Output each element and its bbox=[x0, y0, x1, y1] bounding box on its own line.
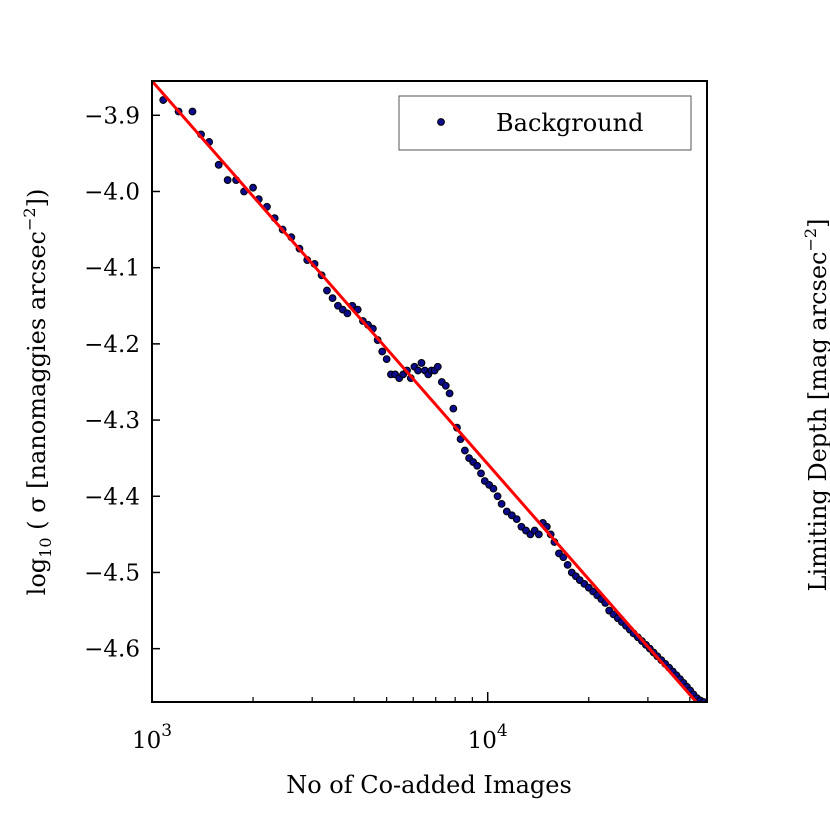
data-point bbox=[445, 389, 454, 398]
legend-marker bbox=[437, 118, 445, 126]
y-tick-label: −4.0 bbox=[84, 179, 140, 205]
data-point bbox=[159, 96, 168, 104]
data-point bbox=[343, 309, 352, 318]
data-point bbox=[441, 381, 450, 390]
tick-layer: −3.9−4.0−4.1−4.2−4.3−4.4−4.5−4.631.031.5… bbox=[84, 103, 691, 754]
data-point bbox=[378, 347, 387, 356]
data-point bbox=[497, 499, 506, 508]
y-axis-title-log: log bbox=[23, 558, 51, 596]
data-point bbox=[214, 160, 223, 169]
data-point bbox=[382, 355, 391, 364]
x-tick-exponent: 4 bbox=[497, 721, 508, 741]
y-tick-label: −3.9 bbox=[84, 103, 140, 129]
y-tick-label: −4.4 bbox=[84, 484, 140, 510]
legend: Background bbox=[398, 95, 692, 151]
data-point bbox=[417, 359, 426, 367]
data-point bbox=[563, 560, 572, 569]
y2-axis-title-close: ] bbox=[804, 219, 830, 228]
y-tick-label: −4.3 bbox=[84, 408, 140, 434]
x-tick-exponent: 3 bbox=[161, 721, 172, 741]
y-tick-label: −4.5 bbox=[84, 560, 140, 586]
data-point bbox=[534, 530, 543, 539]
data-point bbox=[449, 404, 458, 413]
data-point bbox=[323, 286, 331, 295]
fit-line bbox=[152, 81, 699, 702]
data-point bbox=[512, 515, 521, 524]
legend-label: Background bbox=[496, 109, 644, 137]
y2-axis-title: Limiting Depth [mag arcsec−2] bbox=[801, 219, 830, 592]
legend-box bbox=[398, 95, 692, 151]
y2-axis-title-sup: −2 bbox=[801, 228, 820, 252]
data-point bbox=[489, 484, 498, 493]
x-axis-title: No of Co-added Images bbox=[286, 771, 572, 799]
y2-axis-title-main: Limiting Depth [mag arcsec bbox=[804, 252, 830, 592]
data-point bbox=[502, 507, 511, 516]
data-point bbox=[328, 294, 337, 303]
y-axis-title-sub: 10 bbox=[36, 537, 55, 557]
data-point bbox=[460, 446, 469, 455]
data-point bbox=[559, 553, 568, 562]
data-point bbox=[188, 107, 197, 116]
y-tick-label: −4.1 bbox=[84, 256, 140, 282]
y-tick-label: −4.2 bbox=[84, 332, 140, 358]
data-point bbox=[493, 492, 502, 501]
data-point bbox=[414, 366, 422, 375]
y-tick-label: −4.6 bbox=[84, 637, 140, 663]
y-axis-title: log10 ( σ [nanomaggies arcsec−2]) bbox=[20, 189, 55, 596]
data-point bbox=[249, 183, 257, 192]
x-tick-base: 10 bbox=[468, 728, 497, 754]
x-tick-label: 104 bbox=[468, 721, 508, 754]
data-point bbox=[223, 176, 232, 184]
x-tick-label: 103 bbox=[132, 721, 172, 754]
data-point bbox=[473, 461, 482, 470]
x-tick-base: 10 bbox=[132, 728, 161, 754]
data-point bbox=[433, 362, 442, 371]
plot-frame bbox=[151, 80, 708, 703]
y-axis-title-sup: −2 bbox=[20, 207, 39, 231]
data-point bbox=[477, 469, 485, 478]
y-axis-title-main: ( σ [nanomaggies arcsec bbox=[23, 231, 51, 537]
y-axis-title-close: ]) bbox=[23, 189, 51, 208]
